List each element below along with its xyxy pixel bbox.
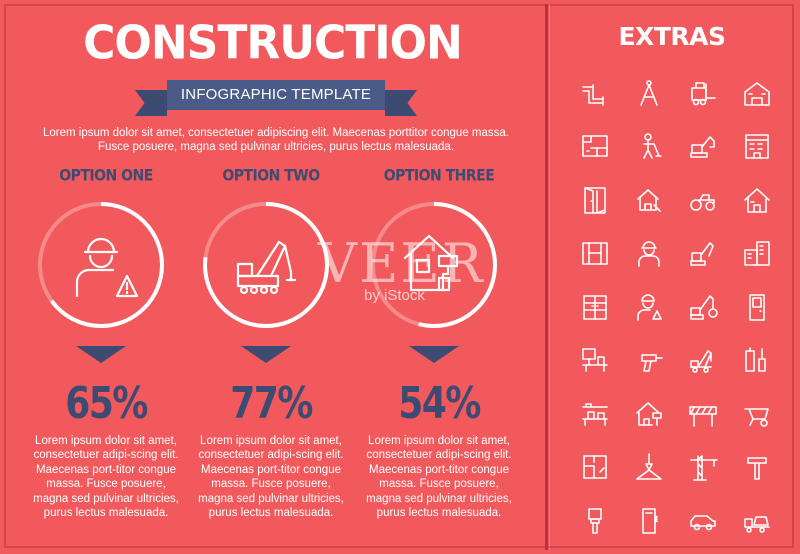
option-description: Lorem ipsum dolor sit amet, consectetuer… bbox=[198, 435, 344, 520]
ribbon-tail-left bbox=[135, 90, 167, 116]
progress-ring bbox=[371, 202, 497, 328]
window-icon bbox=[568, 227, 622, 281]
worker-helmet-icon bbox=[622, 227, 676, 281]
house-paint-icon bbox=[622, 387, 676, 441]
option-two: OPTION TWO 77% Lorem ipsum dolor sit ame… bbox=[191, 166, 351, 519]
extras-title: EXTRAS bbox=[618, 22, 726, 51]
paint-brush-icon bbox=[568, 494, 622, 548]
intro-text: Lorem ipsum dolor sit amet, consectetuer… bbox=[43, 127, 509, 153]
panel-divider-highlight bbox=[549, 4, 550, 550]
subtitle: INFOGRAPHIC TEMPLATE bbox=[167, 80, 385, 110]
option-description: Lorem ipsum dolor sit amet, consectetuer… bbox=[366, 435, 512, 520]
hammer-icon bbox=[730, 441, 784, 495]
option-title: OPTION THREE bbox=[383, 166, 495, 186]
construction-worker-icon bbox=[75, 237, 139, 298]
car-icon bbox=[676, 494, 730, 548]
watermark-logo: VEER bbox=[318, 232, 485, 295]
road-roller-icon bbox=[676, 173, 730, 227]
house-icon bbox=[730, 173, 784, 227]
door-icon bbox=[568, 173, 622, 227]
pointer-arrow bbox=[76, 346, 126, 363]
drill-icon bbox=[622, 334, 676, 388]
door-panel-icon bbox=[730, 280, 784, 334]
ribbon-tail-right bbox=[385, 90, 417, 116]
option-one: OPTION ONE 65% Lorem ipsum dolor sit ame… bbox=[26, 166, 186, 519]
forklift-icon bbox=[676, 66, 730, 120]
percent-value: 65% bbox=[65, 378, 148, 429]
city-buildings-icon bbox=[730, 227, 784, 281]
panel-divider bbox=[545, 4, 548, 550]
progress-ring bbox=[38, 202, 164, 328]
school-building-icon bbox=[730, 66, 784, 120]
worker-warning-icon bbox=[622, 280, 676, 334]
watermark-caption: by iStock bbox=[364, 287, 425, 304]
saw-icon bbox=[622, 494, 676, 548]
wrecking-ball-icon bbox=[676, 280, 730, 334]
pointer-arrow bbox=[241, 346, 291, 363]
wheelbarrow-icon bbox=[730, 387, 784, 441]
pointer-arrow bbox=[409, 346, 459, 363]
crane-truck-icon bbox=[236, 240, 297, 295]
apartment-building-icon bbox=[730, 120, 784, 174]
blueprint-icon bbox=[568, 120, 622, 174]
tower-crane-icon bbox=[676, 441, 730, 495]
pipe-icon bbox=[568, 66, 622, 120]
road-barrier-icon bbox=[676, 387, 730, 441]
compass-icon bbox=[622, 66, 676, 120]
percent-value: 77% bbox=[230, 378, 313, 429]
progress-ring bbox=[203, 202, 329, 328]
option-description: Lorem ipsum dolor sit amet, consectetuer… bbox=[33, 435, 179, 520]
excavator-small-icon bbox=[676, 227, 730, 281]
option-three: OPTION THREE 54% Lorem ipsum dolor sit a… bbox=[359, 166, 519, 519]
concrete-mixer-icon bbox=[730, 494, 784, 548]
floor-plan-icon bbox=[568, 441, 622, 495]
interior-icon bbox=[568, 334, 622, 388]
worker-digging-icon bbox=[622, 120, 676, 174]
subtitle-ribbon: INFOGRAPHIC TEMPLATE bbox=[135, 80, 417, 116]
excavator-icon bbox=[676, 120, 730, 174]
page-title: CONSTRUCTION bbox=[83, 16, 463, 71]
crane-truck-icon bbox=[676, 334, 730, 388]
option-title: OPTION TWO bbox=[222, 166, 320, 186]
page-frame bbox=[4, 4, 794, 548]
cabinet-icon bbox=[568, 280, 622, 334]
percent-value: 54% bbox=[398, 378, 481, 429]
tools-icon bbox=[730, 334, 784, 388]
house-plan-icon bbox=[622, 173, 676, 227]
option-title: OPTION ONE bbox=[59, 166, 153, 186]
shelf-icon bbox=[568, 387, 622, 441]
extras-icon-grid bbox=[568, 66, 784, 548]
house-renovation-icon bbox=[403, 234, 459, 292]
hook-icon bbox=[622, 441, 676, 495]
